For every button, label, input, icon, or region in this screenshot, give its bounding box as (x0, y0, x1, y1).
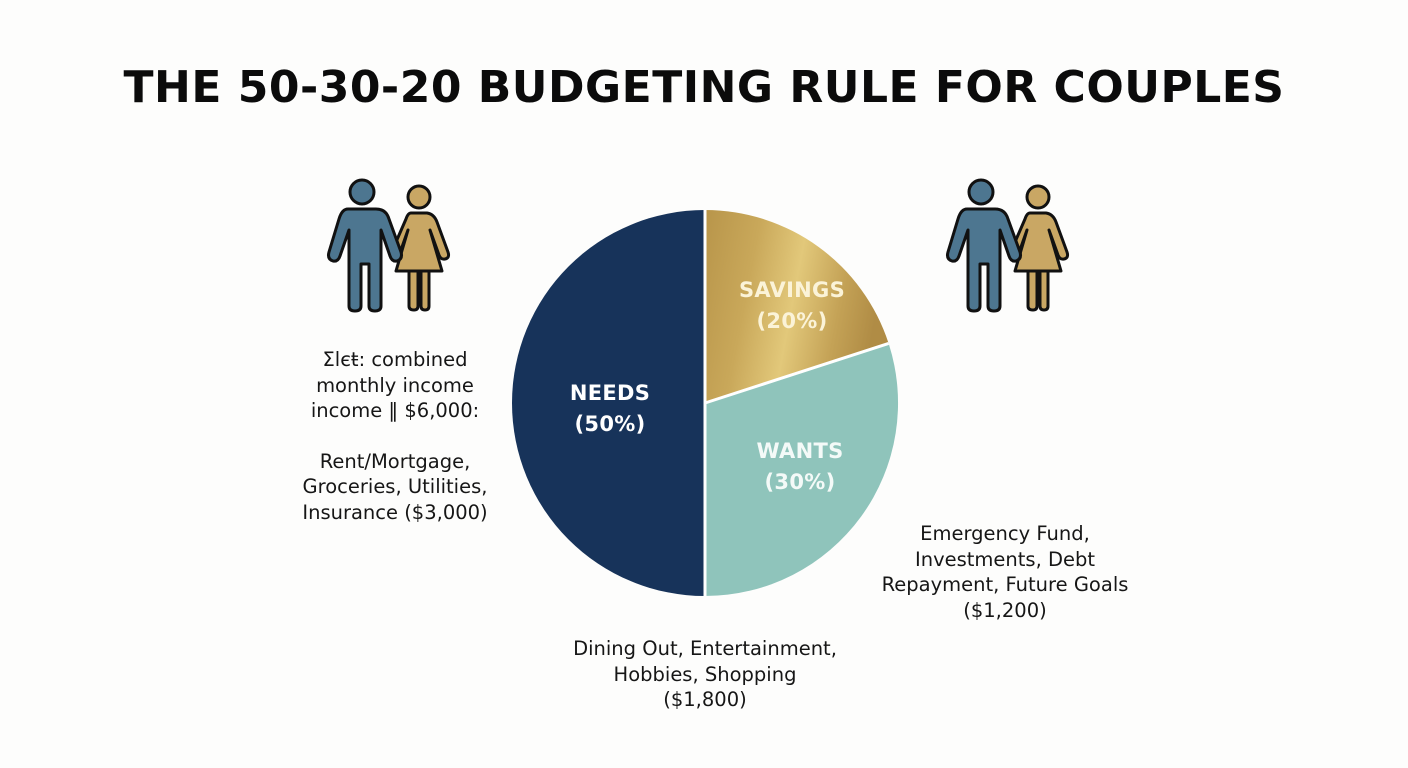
savings-note-line-4: ($1,200) (963, 598, 1047, 622)
page-title: THE 50-30-20 BUDGETING RULE FOR COUPLES (123, 62, 1285, 113)
wants-note-line-3: ($1,800) (663, 688, 747, 711)
woman-icon (1013, 184, 1070, 312)
savings-note-line-3: Repayment, Future Goals (881, 573, 1129, 596)
pie-slice-needs (512, 210, 705, 596)
income-line-2: monthly income (316, 373, 474, 397)
man-icon (946, 178, 1022, 313)
income-line-3: income ‖ $6,000: (310, 399, 480, 422)
savings-percent: (20%) (756, 309, 828, 333)
woman-icon (394, 184, 451, 312)
savings-slice-label: SAVINGS (20%) (707, 275, 877, 337)
wants-percent: (30%) (764, 470, 836, 494)
savings-note-line-1: Emergency Fund, (920, 522, 1090, 545)
income-line-1: Σlєŧ: combined (322, 348, 468, 371)
wants-note: Dining Out, Entertainment, Hobbies, Shop… (545, 636, 865, 713)
needs-note-line-3: Insurance ($3,000) (302, 500, 488, 524)
pie-slice-wants (705, 343, 899, 596)
pie-slice-savings (705, 210, 889, 403)
needs-note-line-1: Rent/Mortgage, (319, 449, 471, 473)
savings-note-line-2: Investments, Debt (914, 547, 1096, 571)
wants-name: WANTS (756, 439, 844, 463)
income-and-needs-note: Σlєŧ: combined monthly income income ‖ $… (290, 347, 500, 525)
savings-name: SAVINGS (738, 278, 846, 302)
savings-note: Emergency Fund, Investments, Debt Repaym… (855, 521, 1155, 623)
couple-icon (314, 172, 464, 322)
wants-slice-label: WANTS (30%) (730, 436, 870, 498)
pie-chart (505, 203, 905, 603)
couple-icon (933, 172, 1083, 322)
needs-note-line-2: Groceries, Utilities, (302, 475, 488, 498)
man-icon (327, 178, 403, 313)
wants-note-line-2: Hobbies, Shopping (613, 662, 797, 686)
needs-name: NEEDS (569, 381, 651, 405)
needs-percent: (50%) (574, 412, 646, 436)
needs-slice-label: NEEDS (50%) (545, 378, 675, 440)
wants-note-line-1: Dining Out, Entertainment, (573, 637, 837, 660)
